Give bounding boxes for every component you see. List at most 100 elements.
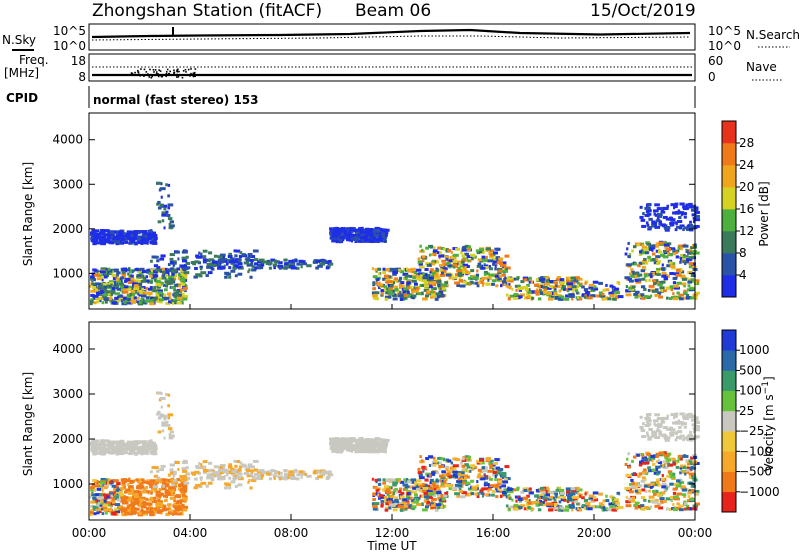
power-cell (93, 238, 98, 242)
power-cell (418, 265, 425, 269)
velocity-cell (626, 457, 629, 461)
velocity-cell (140, 490, 147, 494)
power-cell (663, 243, 669, 247)
velocity-cell (108, 448, 111, 452)
power-cell (433, 276, 437, 280)
velocity-cell (385, 502, 389, 506)
power-cell (648, 258, 651, 262)
velocity-cell (410, 480, 415, 484)
power-cell (150, 280, 153, 284)
velocity-cell (411, 501, 415, 505)
velocity-cell (362, 449, 367, 453)
velocity-cell (109, 492, 114, 496)
velocity-cell (538, 496, 541, 500)
velocity-cell (461, 491, 468, 495)
power-cell (448, 276, 452, 280)
velocity-cell (648, 455, 651, 459)
power-cell (384, 295, 390, 299)
velocity-cell (654, 455, 659, 459)
power-cell (164, 280, 171, 284)
velocity-cell (115, 490, 122, 494)
power-cell (160, 254, 166, 258)
velocity-cell (553, 502, 558, 506)
velocity-cell (584, 498, 589, 502)
power-cell (643, 287, 647, 291)
velocity-cell (609, 495, 614, 499)
power-cell (388, 287, 393, 291)
velocity-cell (458, 487, 462, 491)
power-cell (676, 291, 680, 295)
velocity-cell (495, 466, 501, 470)
velocity-cell (498, 480, 504, 484)
power-cell (555, 293, 560, 297)
power-cell (508, 286, 512, 290)
power-cell (464, 265, 467, 269)
power-cell (235, 265, 242, 269)
power-cell (436, 276, 441, 280)
power-cell (173, 300, 178, 304)
velocity-cell (684, 472, 687, 476)
velocity-cell (598, 492, 603, 496)
power-cell (348, 231, 352, 235)
velocity-cell (127, 508, 132, 512)
power-cell (543, 288, 547, 292)
power-cell (100, 267, 106, 271)
velocity-cell (385, 498, 389, 502)
power-cell (489, 267, 493, 271)
velocity-cell (520, 490, 525, 494)
power-cell (655, 219, 661, 223)
velocity-cell (476, 475, 482, 479)
nave-point (136, 69, 139, 72)
velocity-cell (540, 502, 544, 506)
velocity-cell (515, 499, 518, 503)
power-cell (162, 274, 165, 278)
power-cell (598, 281, 603, 285)
power-cell (694, 210, 700, 214)
power-cell (422, 273, 428, 277)
velocity-cell (407, 501, 410, 505)
velocity-cell (120, 487, 125, 491)
power-cell (457, 266, 461, 270)
power-cell (652, 252, 656, 256)
velocity-cell (578, 508, 583, 512)
nave-point (178, 74, 180, 76)
velocity-cell (172, 512, 175, 516)
power-cell (680, 254, 683, 258)
power-cell (288, 263, 294, 267)
velocity-cell (333, 439, 339, 443)
velocity-cell (174, 488, 177, 492)
power-colorbar-label: 4 (739, 268, 747, 282)
velocity-cell (140, 508, 144, 512)
power-cell (524, 288, 529, 292)
velocity-cell (543, 501, 548, 505)
power-cell (411, 294, 417, 298)
nave-point (157, 75, 160, 78)
velocity-cell (392, 491, 396, 495)
power-cell (509, 294, 514, 298)
velocity-cell (142, 502, 146, 506)
velocity-cell (116, 492, 119, 496)
velocity-cell (105, 503, 111, 507)
power-cell (565, 294, 570, 298)
velocity-cell (630, 485, 636, 489)
velocity-cell (135, 507, 140, 511)
power-cell (125, 296, 130, 300)
power-cell (429, 268, 434, 272)
velocity-cell (110, 494, 113, 498)
power-cell (130, 287, 134, 291)
power-cell (254, 266, 258, 270)
velocity-cell (458, 489, 463, 493)
velocity-cell (130, 444, 134, 448)
power-cell (590, 294, 596, 298)
power-cell (672, 252, 676, 256)
velocity-cell (384, 506, 390, 510)
power-cell (480, 266, 486, 270)
power-colorbar-segment (722, 121, 736, 144)
velocity-cell (555, 504, 560, 508)
power-cell (390, 267, 396, 271)
velocity-cell (432, 497, 437, 501)
velocity-cell (574, 486, 580, 490)
velocity-cell (167, 473, 171, 477)
velocity-cell (181, 503, 185, 507)
power-cell (346, 227, 349, 231)
